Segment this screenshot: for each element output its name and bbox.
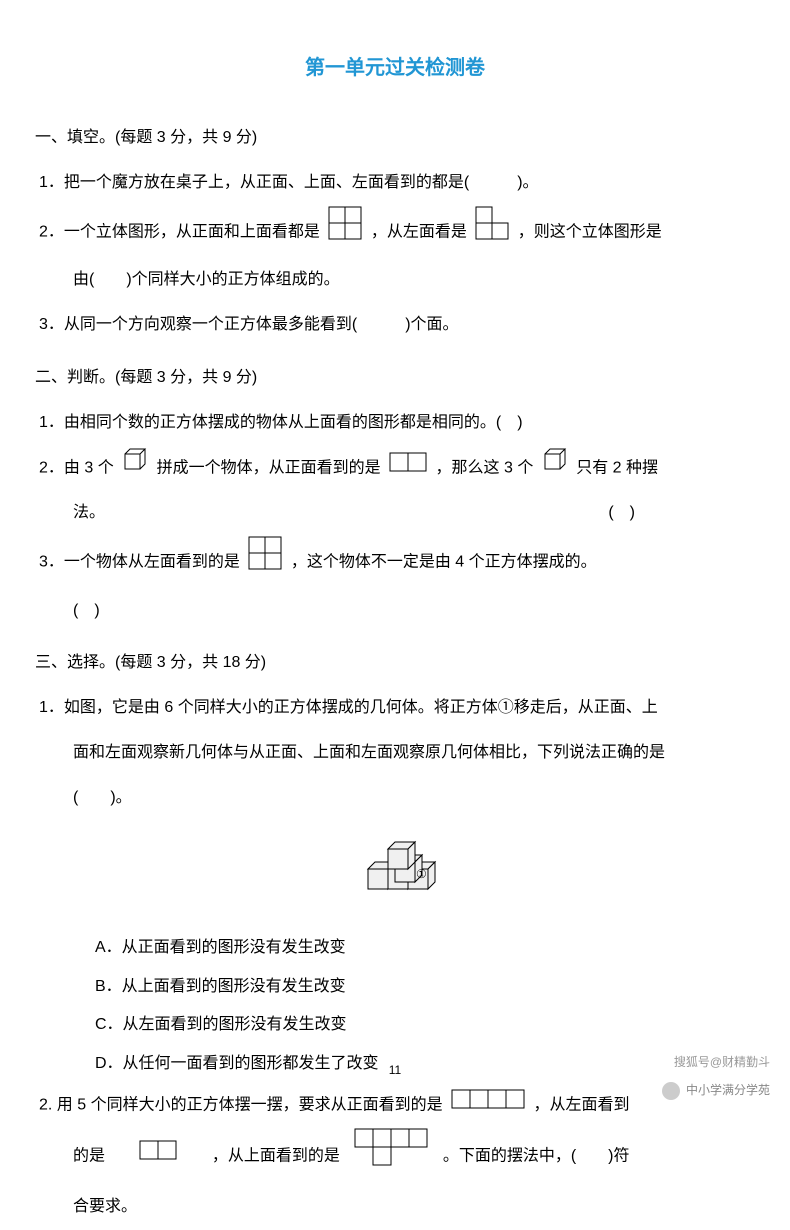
page-number: 11 [389, 1054, 401, 1088]
section-3-header: 三、选择。(每题 3 分，共 18 分) [35, 641, 755, 686]
s2-q2-line2: 法。 ( ) [35, 491, 755, 536]
footer-text: 中小学满分学苑 [686, 1074, 770, 1108]
footer-credit: 中小学满分学苑 [662, 1074, 770, 1108]
section-2-header: 二、判断。(每题 3 分，共 9 分) [35, 356, 755, 401]
s1-q2-line1: 2．一个立体图形，从正面和上面看都是 ，从左面看是 ，则这个立体图形是 [35, 206, 755, 259]
cube-icon-2 [542, 446, 568, 491]
s2-q1: 1．由相同个数的正方体摆成的物体从上面看的图形都是相同的。( ) [35, 401, 755, 446]
s3-q2-line3: 合要求。 [35, 1185, 755, 1230]
s3-q1-line3: ( )。 [35, 776, 755, 821]
s1-q2-line2: 由( )个同样大小的正方体组成的。 [35, 258, 755, 303]
page-title: 第一单元过关检测卷 [35, 40, 755, 96]
row-2-icon [389, 446, 427, 491]
s2-q2d-text: 只有 2 种摆 [576, 459, 658, 476]
s1-q2c-text: ，则这个立体图形是 [518, 223, 662, 240]
s2-q2-line1: 2．由 3 个 拼成一个物体，从正面看到的是 ，那么这 3 个 只有 2 种摆 [35, 446, 755, 491]
s3-q1-figure: ① [35, 831, 755, 920]
s3-q1-optB: B．从上面看到的图形没有发生改变 [35, 968, 755, 1006]
s2-q3-line2: ( ) [35, 589, 755, 634]
s3-q1-optC: C．从左面看到的图形没有发生改变 [35, 1006, 755, 1044]
s3-q1-line2: 面和左面观察新几何体与从正面、上面和左面观察原几何体相比，下列说法正确的是 [35, 731, 755, 776]
s3-q2c-text: 的是 [73, 1148, 105, 1165]
s3-q2-line2: 的是 ，从上面看到的是 。下面的摆法中，( )符 [35, 1128, 755, 1185]
row-2-icon-2 [139, 1134, 177, 1179]
t-shape-icon [354, 1128, 428, 1185]
grid-2x2-icon [328, 206, 362, 259]
row-4-icon [451, 1083, 525, 1128]
s1-q2b-text: ，从左面看是 [371, 223, 467, 240]
wechat-icon [662, 1082, 680, 1100]
s2-q2f-text: ( ) [608, 491, 635, 536]
s1-q3: 3．从同一个方向观察一个正方体最多能看到( )个面。 [35, 303, 755, 348]
grid-2x2-icon-2 [248, 536, 282, 589]
s1-q1: 1．把一个魔方放在桌子上，从正面、上面、左面看到的都是( )。 [35, 161, 755, 206]
s3-q2d-text: ，从上面看到的是 [212, 1148, 340, 1165]
s2-q2e-text: 法。 [73, 491, 105, 536]
s2-q2b-text: 拼成一个物体，从正面看到的是 [157, 459, 381, 476]
s3-q1-line1: 1．如图，它是由 6 个同样大小的正方体摆成的几何体。将正方体①移走后，从正面、… [35, 686, 755, 731]
s2-q3a-text: 3．一个物体从左面看到的是 [39, 553, 240, 570]
s3-q2e-text: 。下面的摆法中，( )符 [443, 1148, 630, 1165]
s3-q1-optA: A．从正面看到的图形没有发生改变 [35, 929, 755, 967]
s2-q3-line1: 3．一个物体从左面看到的是 ，这个物体不一定是由 4 个正方体摆成的。 [35, 536, 755, 589]
section-1-header: 一、填空。(每题 3 分，共 9 分) [35, 116, 755, 161]
s1-q2a-text: 2．一个立体图形，从正面和上面看都是 [39, 223, 320, 240]
svg-text:①: ① [416, 867, 427, 881]
s2-q3b-text: ，这个物体不一定是由 4 个正方体摆成的。 [291, 553, 597, 570]
s2-q2a-text: 2．由 3 个 [39, 459, 114, 476]
s3-q2-line1: 2. 用 5 个同样大小的正方体摆一摆，要求从正面看到的是 ，从左面看到 [35, 1083, 755, 1128]
s3-q2a-text: 2. 用 5 个同样大小的正方体摆一摆，要求从正面看到的是 [39, 1097, 443, 1114]
cube-icon [122, 446, 148, 491]
l-shape-icon [475, 206, 509, 259]
s3-q2b-text: ，从左面看到 [534, 1097, 630, 1114]
s2-q2c-text: ，那么这 3 个 [436, 459, 534, 476]
